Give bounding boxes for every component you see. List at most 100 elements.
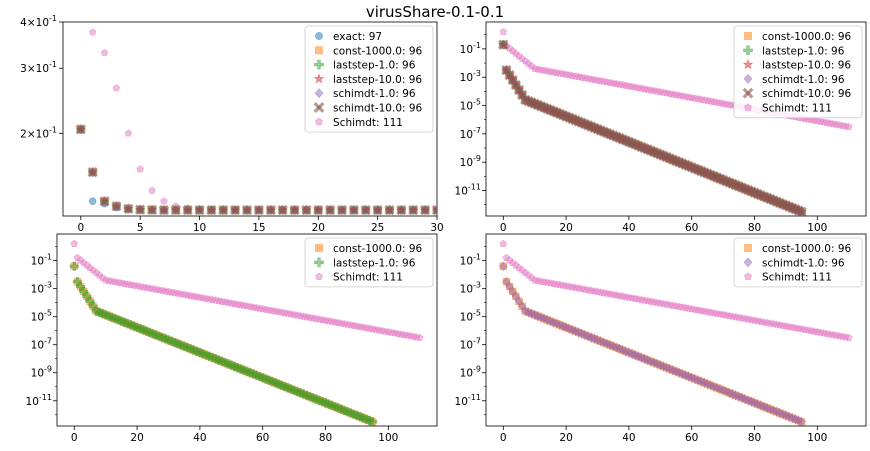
legend-label: Schimdt: 111 <box>762 103 832 115</box>
x-marker-stroke <box>194 204 205 216</box>
legend: const-1000.0: 96 schimdt-1.0: 96 Schimdt: … <box>733 237 863 288</box>
x-marker-stroke <box>372 204 383 216</box>
x-tick-label: 20 <box>559 222 572 234</box>
y-tick-label: 10-1 <box>460 253 481 268</box>
y-tick-label: 10-5 <box>460 98 481 113</box>
legend-marker-const-1000.0 <box>744 244 752 252</box>
y-tick-label: 10-9 <box>31 365 52 380</box>
point-schimdt-10.0 <box>277 204 288 216</box>
legend: exact: 97 const-1000.0: 96 laststep-1.0: 9… <box>304 25 434 133</box>
legend: const-1000.0: 96 laststep-1.0: 96 laststep… <box>733 25 863 119</box>
subplot-3: 0 20 40 60 80 100 10-11 10-9 10-7 10-5 10-3 10-1 con… <box>26 233 438 444</box>
point-schimdt-10.0 <box>796 206 807 216</box>
y-tick-label: 10-11 <box>455 393 481 408</box>
legend-label: laststep-1.0: 96 <box>333 257 416 269</box>
point-schimdt-10.0 <box>241 204 253 216</box>
x-tick-label: 0 <box>500 432 507 444</box>
x-tick-label: 60 <box>256 432 269 444</box>
subplot-1: 0 5 10 15 20 25 30 2×10-1 3×10-1 4×10-1 exact: 97 c… <box>20 14 444 234</box>
figure-title: virusShare-0.1-0.1 <box>365 3 505 21</box>
legend-label: laststep-10.0: 96 <box>333 74 422 86</box>
point-schimdt-10.0 <box>182 204 193 216</box>
point-schimdt-10.0 <box>498 39 509 50</box>
point-schimdt-10.0 <box>265 204 276 216</box>
x-tick-label: 80 <box>319 432 332 444</box>
legend-label: schimdt-10.0: 96 <box>762 88 852 100</box>
legend-box <box>304 25 434 133</box>
x-marker-stroke <box>360 204 371 216</box>
x-marker-stroke <box>742 87 754 99</box>
legend-label: const-1000.0: 96 <box>333 243 423 255</box>
x-marker-stroke <box>87 167 98 178</box>
point-Schimdt <box>160 197 168 205</box>
x-tick-label: 80 <box>748 432 761 444</box>
x-tick-label: 100 <box>807 222 827 234</box>
y-tick-label: 10-7 <box>31 337 52 352</box>
legend-label: Schimdt: 111 <box>762 272 832 284</box>
legend-marker-laststep-1.0 <box>743 45 753 56</box>
x-marker-stroke <box>324 204 336 216</box>
x-marker-stroke <box>313 204 324 216</box>
legend-marker-const-1000.0 <box>315 46 323 55</box>
x-tick-label: 60 <box>685 222 698 234</box>
legend-marker-Schimdt <box>744 272 752 280</box>
point-schimdt-10.0 <box>206 204 217 216</box>
legend-marker-schimdt-1.0 <box>743 73 753 84</box>
point-schimdt-10.0 <box>218 204 229 216</box>
y-tick-label: 10-1 <box>31 253 52 268</box>
point-schimdt-10.0 <box>87 167 98 178</box>
x-tick-label: 100 <box>378 432 398 444</box>
x-marker-stroke <box>277 204 288 216</box>
x-tick-label: 5 <box>137 222 144 234</box>
point-Schimdt <box>136 165 144 173</box>
point-laststep-1.0 <box>368 417 378 426</box>
x-marker-stroke <box>396 204 407 216</box>
legend-box <box>304 237 434 288</box>
legend-label: const-1000.0: 96 <box>762 31 852 43</box>
legend-marker-const-1000.0 <box>315 244 323 252</box>
x-tick-label: 0 <box>500 222 507 234</box>
y-tick-label: 10-5 <box>460 309 481 324</box>
point-schimdt-10.0 <box>75 124 86 135</box>
x-tick-label: 20 <box>559 432 572 444</box>
legend-marker-laststep-1.0 <box>314 257 324 268</box>
y-tick-label: 10-9 <box>460 154 481 169</box>
legend-marker-schimdt-10.0 <box>742 87 754 99</box>
point-schimdt-10.0 <box>111 201 122 212</box>
x-marker-stroke <box>301 204 312 216</box>
x-tick-label: 10 <box>193 222 206 234</box>
x-marker-stroke <box>123 203 134 214</box>
x-tick-label: 20 <box>130 432 143 444</box>
y-tick-label: 10-11 <box>26 393 52 408</box>
point-schimdt-10.0 <box>360 204 371 216</box>
x-marker-stroke <box>241 204 253 216</box>
x-marker-stroke <box>336 204 348 216</box>
x-marker-stroke <box>99 196 110 207</box>
point-Schimdt <box>88 28 97 36</box>
x-tick-label: 40 <box>193 432 206 444</box>
point-schimdt-10.0 <box>348 204 360 216</box>
x-marker-stroke <box>158 204 170 216</box>
point-schimdt-10.0 <box>336 204 348 216</box>
x-marker-stroke <box>431 207 437 216</box>
legend-label: schimdt-10.0: 96 <box>333 103 423 115</box>
legend-marker-schimdt-1.0 <box>314 88 324 99</box>
x-marker-stroke <box>419 204 431 216</box>
y-tick-label: 10-7 <box>460 337 481 352</box>
x-marker-stroke <box>348 204 360 216</box>
legend-marker-laststep-10.0 <box>742 59 754 70</box>
x-marker-stroke <box>408 204 419 216</box>
point-Schimdt <box>844 333 853 341</box>
y-tick-label: 4×10-1 <box>20 14 57 29</box>
legend-label: Schimdt: 111 <box>333 272 403 284</box>
point-Schimdt <box>415 333 424 341</box>
x-marker-stroke <box>75 124 86 135</box>
x-marker-stroke <box>135 204 146 215</box>
point-Schimdt <box>112 84 121 92</box>
x-marker-stroke <box>206 204 217 216</box>
point-schimdt-10.0 <box>313 204 324 216</box>
x-marker-stroke <box>218 204 229 216</box>
point-Schimdt <box>844 122 853 130</box>
point-schimdt-10.0 <box>324 204 336 216</box>
